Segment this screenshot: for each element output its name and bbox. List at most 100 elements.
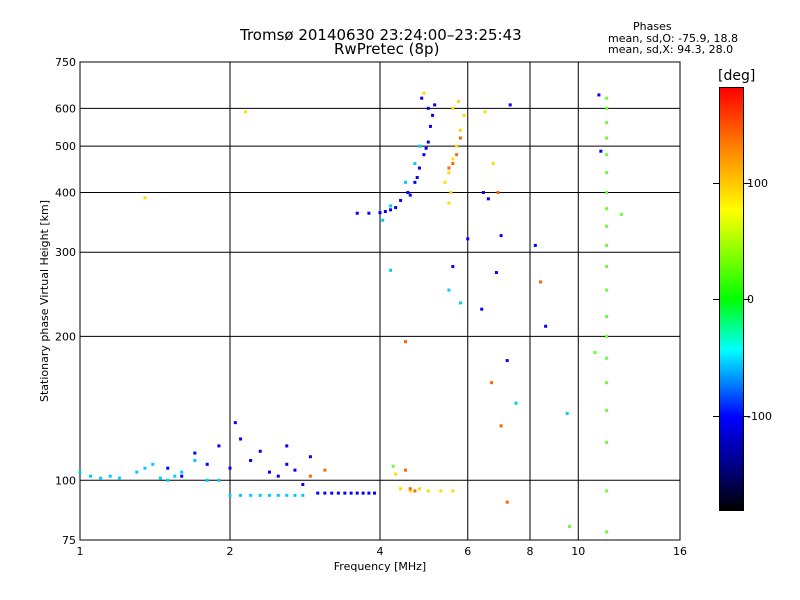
data-point [143,466,147,470]
data-point [108,474,112,478]
data-point [403,180,407,184]
data-point [135,470,139,474]
data-point [378,211,382,215]
data-point [403,340,407,344]
data-point [249,493,253,497]
data-point [417,166,421,170]
data-point [457,100,461,104]
data-point [597,93,601,97]
data-point [605,440,609,444]
data-point [166,466,170,470]
data-point [394,472,398,476]
data-point [389,208,393,212]
data-point [413,489,417,493]
data-point [316,491,320,495]
data-point [514,401,518,405]
data-point [415,175,419,179]
data-point [408,487,412,491]
data-point [420,96,424,100]
data-point [406,190,410,194]
data-point [451,157,455,161]
data-point [605,381,609,385]
data-point [205,478,209,482]
data-point [462,113,466,117]
data-point [323,468,327,472]
data-point [499,424,503,428]
data-point [539,280,543,284]
colorbar-tick-label: -100 [747,410,772,423]
data-point [367,211,371,215]
data-point [193,451,197,455]
x-tick-label: 4 [377,545,384,558]
data-point [308,474,312,478]
data-point [499,234,503,238]
phase-colorbar [719,87,744,511]
data-point [593,351,597,355]
chart-title: Tromsø 20140630 23:24:00–23:25:43 [240,26,522,44]
data-point [447,288,451,292]
data-point [349,491,353,495]
data-point [443,180,447,184]
data-point [533,243,537,247]
colorbar-tick-label: 0 [747,293,754,306]
data-point [605,315,609,319]
data-point [389,268,393,272]
data-point [336,491,340,495]
data-point [455,153,459,157]
data-point [330,491,334,495]
data-point [399,487,403,491]
data-point [494,271,498,275]
data-point [428,124,432,128]
data-point [193,458,197,462]
data-point [117,476,121,480]
data-point [505,500,509,504]
data-point [451,489,455,493]
data-point [413,180,417,184]
data-point [391,464,395,468]
data-point [481,190,485,194]
phase-summary-x: mean, sd,X: 94.3, 28.0 [608,43,734,56]
colorbar-tick-mark [744,183,750,184]
phase-summary-title: Phases [633,20,672,33]
colorbar-tick-label: 100 [747,177,768,190]
data-point [483,110,487,114]
data-point [508,103,512,107]
data-point [413,161,417,165]
data-point [233,421,237,425]
x-tick-label: 6 [464,545,471,558]
data-point [293,493,297,497]
x-tick-label: 8 [527,545,534,558]
y-tick-label: 100 [55,474,76,487]
data-point [408,193,412,197]
data-point [605,224,609,228]
data-point [394,206,398,210]
data-point [355,211,359,215]
data-point [143,196,147,200]
data-point [180,470,184,474]
data-point [285,462,289,466]
y-axis-label: Stationary phase Virtual Height [km] [38,200,51,402]
data-point [78,470,82,474]
x-tick-label: 10 [571,545,585,558]
data-point [417,487,421,491]
data-point [403,468,407,472]
data-point [323,491,327,495]
data-point [276,474,280,478]
data-point [399,198,403,202]
data-point [239,437,243,441]
data-point [424,146,428,150]
data-point [458,128,462,132]
data-point [605,171,609,175]
data-point [605,356,609,360]
data-point [480,307,484,311]
data-point [449,190,453,194]
data-point [426,140,430,144]
x-axis-label: Frequency [MHz] [334,560,426,573]
data-point [89,474,93,478]
data-point [605,288,609,292]
colorbar-unit-label: [deg] [718,68,756,84]
data-point [544,324,548,328]
data-point [605,489,609,493]
data-point [151,462,155,466]
data-point [285,493,289,497]
